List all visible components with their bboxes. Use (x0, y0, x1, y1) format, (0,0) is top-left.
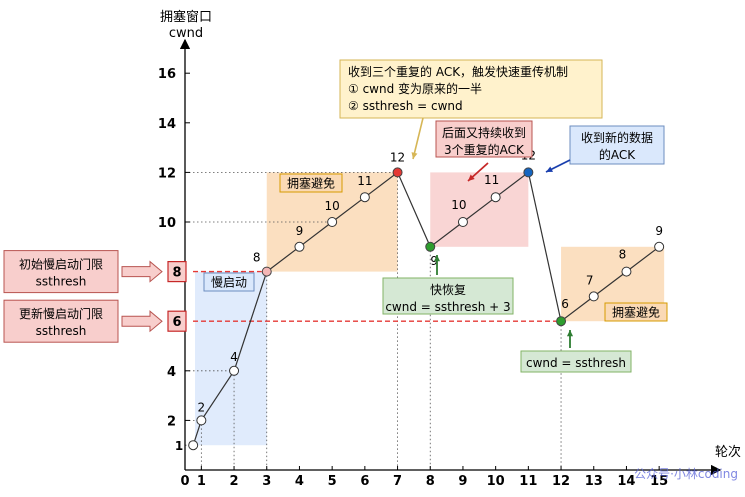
x-tick-label: 2 (230, 474, 239, 489)
cwnd-reset-note-text: cwnd = ssthresh (526, 356, 626, 370)
phase-region (195, 271, 267, 446)
data-point-label: 11 (357, 174, 372, 188)
dup-ack-note-text: 3个重复的ACK (444, 142, 525, 157)
new-ack-note-box (569, 125, 665, 165)
data-point (229, 365, 240, 376)
x-tick-label: 3 (262, 474, 271, 489)
data-point-label: 4 (230, 350, 238, 364)
triple-ack-note-text: ② ssthresh = cwnd (348, 99, 463, 113)
y-tick-label: 14 (158, 117, 176, 132)
new-ack-note-text: 的ACK (599, 147, 636, 162)
ssthresh-value-box (167, 261, 187, 283)
ssthresh-value-label: 8 (172, 266, 181, 281)
x-tick-label: 4 (295, 474, 304, 489)
x-tick-label: 10 (487, 474, 505, 489)
data-point-label: 2 (198, 400, 206, 414)
y-tick-label: 2 (167, 414, 176, 429)
data-point (523, 167, 534, 178)
pointer-arrow-red-head (468, 174, 475, 181)
triple-ack-note-box (339, 59, 603, 119)
ssthresh-note-line: 更新慢启动门限 (19, 306, 103, 321)
data-point-label: 6 (561, 297, 569, 311)
ssthresh-note-line: ssthresh (36, 275, 87, 289)
data-point (490, 192, 501, 203)
data-point (654, 241, 665, 252)
slow-start-label-box (203, 272, 255, 292)
dup-ack-note-box (435, 120, 533, 158)
data-point-label: 10 (325, 199, 340, 213)
congestion-avoid-label: 拥塞避免 (287, 176, 335, 191)
y-tick-label: 16 (158, 67, 176, 82)
ssthresh-note-box (3, 250, 119, 294)
triple-ack-note-text: ① cwnd 变为原来的一半 (348, 81, 482, 96)
block-arrow-icon (121, 260, 163, 283)
data-point-label: 8 (253, 251, 261, 265)
y-tick-label: 12 (158, 166, 176, 181)
data-point (261, 266, 272, 277)
fast-recovery-note-box (382, 277, 514, 315)
x-tick-label: 8 (426, 474, 435, 489)
y-tick-label: 4 (167, 365, 176, 380)
data-point (294, 241, 305, 252)
ssthresh-note-line: 初始慢启动门限 (19, 257, 103, 272)
y-origin-label: 1 (175, 439, 183, 453)
x-tick-label: 12 (552, 474, 570, 489)
slow-start-label: 慢启动 (211, 276, 247, 290)
data-point-label: 12 (390, 150, 405, 164)
fast-recovery-note-text: 快恢复 (430, 283, 466, 297)
congestion-avoid-label-2-box (604, 302, 668, 322)
pointer-arrow-yellow-head (411, 152, 418, 159)
x-tick-label: 14 (617, 474, 635, 489)
data-point-label: 8 (619, 248, 627, 262)
data-point (621, 266, 632, 277)
data-point-label: 10 (451, 198, 466, 212)
data-point (556, 316, 567, 327)
pointer-arrow-green-head (433, 255, 441, 262)
cwnd-series-line (192, 171, 660, 446)
y-tick-label: 10 (158, 216, 176, 231)
ssthresh-note-line: ssthresh (36, 324, 87, 338)
data-point (392, 167, 403, 178)
x-tick-label: 13 (585, 474, 603, 489)
x-tick-label: 11 (519, 474, 537, 489)
pointer-arrow-yellow (412, 117, 424, 160)
new-ack-note-text: 收到新的数据 (581, 130, 653, 145)
data-point (188, 440, 199, 451)
data-point (327, 217, 338, 227)
data-point-label: 7 (586, 273, 594, 287)
triple-ack-note-text: 收到三个重复的 ACK，触发快速重传机制 (348, 64, 568, 79)
data-point (196, 415, 207, 426)
y-axis-title: 拥塞窗口 (160, 9, 212, 25)
x-tick-label: 5 (328, 474, 337, 489)
x-tick-label: 15 (650, 474, 668, 489)
block-arrow-icon (121, 310, 163, 333)
x-tick-label: 6 (360, 474, 369, 489)
data-point (588, 291, 599, 302)
data-point (425, 241, 436, 252)
congestion-avoid-label-2: 拥塞避免 (612, 305, 660, 320)
data-point-label: 9 (655, 224, 663, 238)
ssthresh-note-box (3, 299, 119, 343)
x-tick-label: 1 (197, 474, 206, 489)
x-tick-label: 7 (393, 474, 402, 489)
ssthresh-value-box (167, 310, 187, 332)
dup-ack-note-text: 后面又持续收到 (442, 125, 526, 140)
congestion-avoid-label-box (279, 173, 343, 193)
data-point-label: 11 (484, 173, 499, 187)
fast-recovery-note-text: cwnd = ssthresh + 3 (385, 300, 510, 314)
y-axis-unit: cwnd (169, 26, 203, 41)
pointer-arrow-blue-head (546, 166, 553, 172)
x-tick-label: 9 (458, 474, 467, 489)
pointer-arrow-green-head (566, 330, 574, 337)
ssthresh-value-label: 6 (172, 315, 181, 330)
data-point (359, 192, 370, 203)
cwnd-reset-note-box (520, 350, 632, 373)
data-point-label: 9 (296, 224, 304, 238)
watermark-text: 公众号·小林coding (634, 467, 738, 481)
x-axis-title: 轮次 (715, 444, 741, 460)
x-tick-label: 0 (180, 474, 189, 489)
data-point (457, 217, 468, 227)
